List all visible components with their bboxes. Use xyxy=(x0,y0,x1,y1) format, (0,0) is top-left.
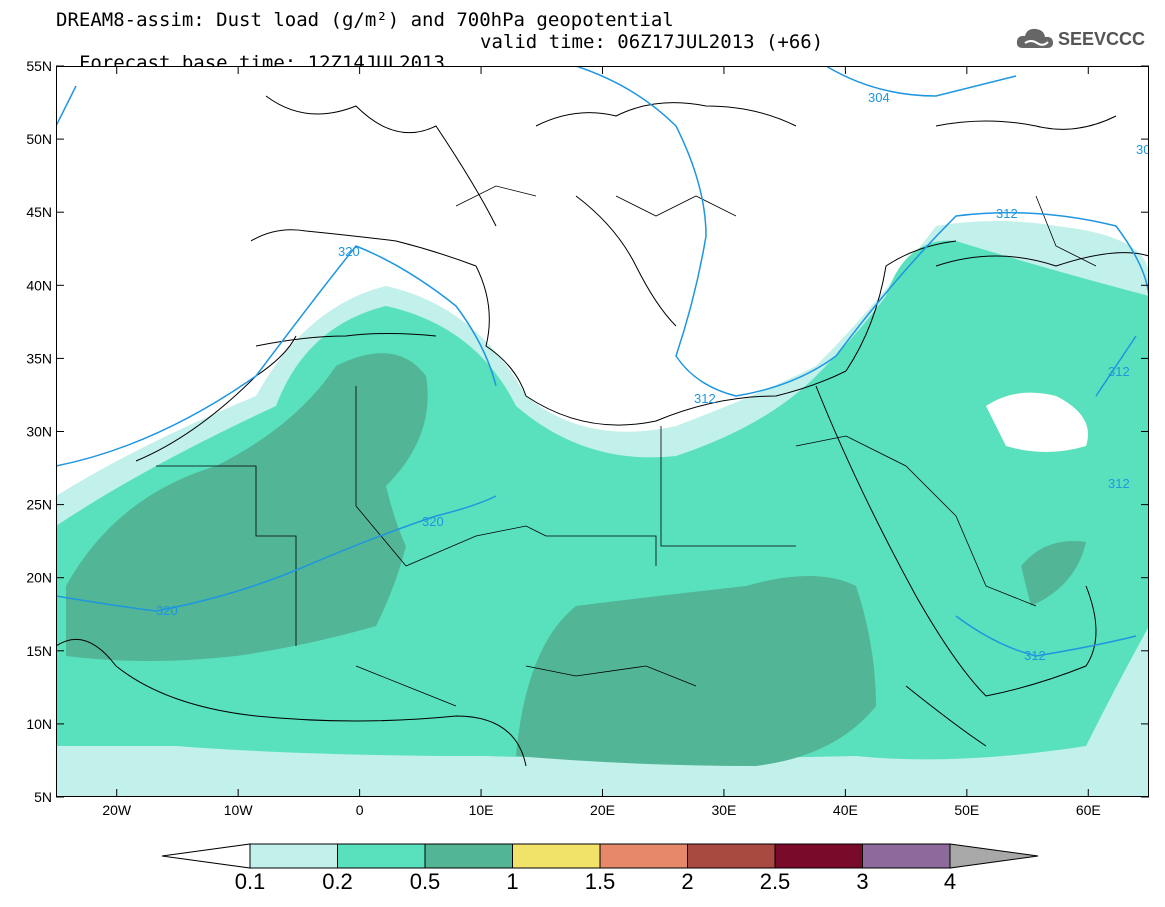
colorbar-segment xyxy=(337,843,426,869)
lat-label: 50N xyxy=(26,131,52,147)
colorbar-segment xyxy=(512,843,601,869)
dust-area-0-5-central xyxy=(516,576,876,766)
contour-320-north xyxy=(56,245,497,467)
chart-title: DREAM8-assim: Dust load (g/m²) and 700hP… xyxy=(56,9,674,31)
lon-label: 20E xyxy=(590,802,615,818)
lon-label: 60E xyxy=(1076,802,1101,818)
lat-label: 55N xyxy=(26,58,52,74)
colorbar-high-triangle xyxy=(949,843,1039,869)
contour-label: 304 xyxy=(868,90,890,105)
dust-area-0-5-arabia xyxy=(1021,541,1086,606)
lon-label: 10W xyxy=(224,802,254,818)
contour-304 xyxy=(825,66,1017,97)
geopotential-contours xyxy=(56,66,1149,657)
lon-label: 10E xyxy=(469,802,494,818)
colorbar-segment xyxy=(424,843,513,869)
seevccc-logo: SEEVCCC xyxy=(1015,24,1155,54)
country-borders xyxy=(156,185,1097,707)
contour-label: 312 xyxy=(694,391,716,406)
lat-label: 45N xyxy=(26,204,52,220)
lon-label: 20W xyxy=(102,802,132,818)
valid-time-label: valid time: 06Z17JUL2013 (+66) xyxy=(480,31,824,53)
contour-312-east xyxy=(1095,335,1137,397)
lon-label: 30E xyxy=(711,802,736,818)
colorbar xyxy=(162,843,1039,869)
colorbar-label: 1 xyxy=(506,869,519,894)
contour-label: 312 xyxy=(1024,648,1046,663)
logo-text: SEEVCCC xyxy=(1058,29,1146,49)
colorbar-segment xyxy=(249,843,338,869)
contour-label: 312 xyxy=(1108,476,1130,491)
lat-label: 30N xyxy=(26,424,52,440)
contour-312-north xyxy=(575,66,1149,397)
colorbar-label: 0.2 xyxy=(322,869,353,894)
colorbar-label: 1.5 xyxy=(584,869,616,894)
colorbar-segment xyxy=(687,843,776,869)
lat-label: 40N xyxy=(26,277,52,293)
colorbar-segment xyxy=(599,843,688,869)
colorbar-label: 0.5 xyxy=(409,869,441,894)
contour-label: 312 xyxy=(1108,364,1130,379)
cloud-icon xyxy=(1016,28,1053,48)
contour-label: 320 xyxy=(156,603,178,618)
contour-label: 320 xyxy=(338,244,360,259)
map-axes: 55N 50N 45N 40N 35N 30N 25N 20N 15N 10N 5N 20W 10W 0… xyxy=(26,58,1149,818)
lat-label: 15N xyxy=(26,643,52,659)
colorbar-label: 4 xyxy=(943,869,957,894)
colorbar-label: 2.5 xyxy=(759,869,791,894)
lat-label: 5N xyxy=(34,789,52,805)
colorbar-segment xyxy=(774,843,863,869)
contour-label: 30 xyxy=(1136,142,1149,157)
colorbar-segment xyxy=(862,843,951,869)
dust-free-iran xyxy=(986,392,1088,452)
colorbar-label: 0.1 xyxy=(234,869,266,894)
lon-label: 0 xyxy=(356,802,364,818)
contour-labels: 304 312 312 312 312 312 320 320 320 30 xyxy=(156,90,1149,663)
contour-312-west xyxy=(56,85,77,127)
dust-area-0-5-west xyxy=(66,353,428,661)
colorbar-low-triangle xyxy=(162,843,251,869)
contour-label: 312 xyxy=(996,206,1018,221)
contour-label: 320 xyxy=(422,514,444,529)
lat-label: 35N xyxy=(26,350,52,366)
lon-label: 40E xyxy=(833,802,858,818)
dust-map: 304 312 312 312 312 312 320 320 320 30 xyxy=(56,66,1149,797)
lon-label: 50E xyxy=(954,802,979,818)
coastlines xyxy=(56,95,1149,767)
contour-312-south xyxy=(955,615,1137,657)
lat-label: 20N xyxy=(26,570,52,586)
dust-area-0-2-caspian xyxy=(926,262,1009,328)
colorbar-label: 3 xyxy=(856,869,869,894)
lat-label: 25N xyxy=(26,497,52,513)
colorbar-label: 2 xyxy=(681,869,694,894)
lat-label: 10N xyxy=(26,716,52,732)
contour-320-south xyxy=(56,495,497,612)
